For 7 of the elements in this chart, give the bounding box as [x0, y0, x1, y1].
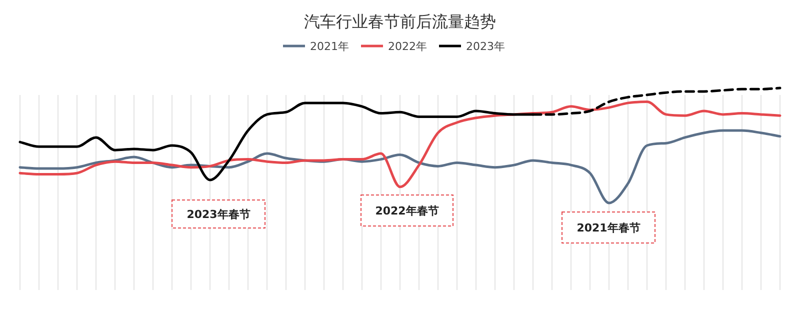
legend-label: 2023年 [466, 40, 505, 53]
annotation: 2023年春节 [172, 200, 266, 228]
legend-label: 2022年 [388, 40, 427, 53]
annotation: 2022年春节 [360, 194, 454, 226]
chart-title: 汽车行业春节前后流量趋势 [304, 12, 496, 31]
annotation: 2021年春节 [562, 212, 656, 244]
legend-label: 2021年 [310, 40, 349, 53]
